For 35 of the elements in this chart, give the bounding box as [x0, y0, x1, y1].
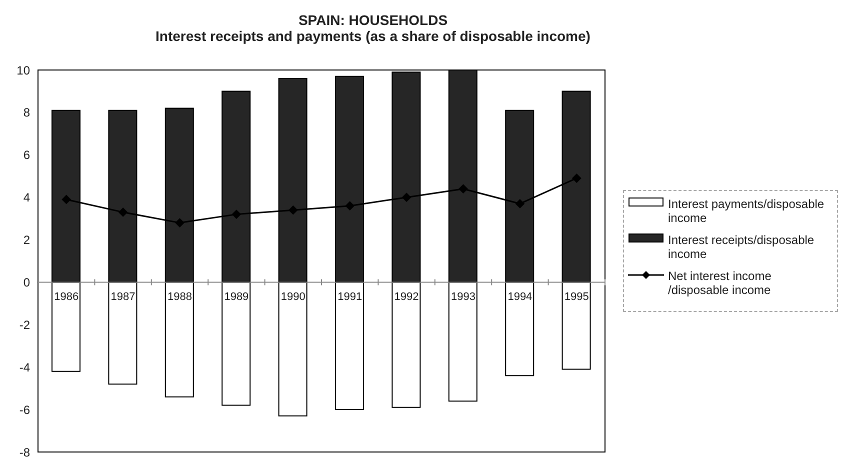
- chart-title: SPAIN: HOUSEHOLDS: [297, 12, 449, 28]
- x-tick-label: 1993: [451, 291, 476, 304]
- x-tick-label: 1990: [280, 291, 306, 304]
- point: [118, 208, 128, 217]
- x-tick-label: 1994: [508, 291, 532, 304]
- point: [345, 201, 354, 210]
- legend-label: Net interest income /disposable income: [668, 269, 772, 297]
- legend-label: Interest payments/disposable income: [668, 197, 826, 225]
- y-tick-label: 0: [23, 275, 30, 290]
- y-tick-label: 8: [23, 106, 30, 120]
- y-tick-label: -4: [19, 360, 30, 374]
- x-tick-label: 1992: [394, 291, 419, 304]
- legend-label: Interest receipts/disposable income: [668, 233, 816, 261]
- point: [402, 192, 412, 202]
- y-tick-label: 6: [23, 148, 30, 162]
- x-tick-label: 1989: [224, 291, 249, 304]
- x-tick-label: 1991: [338, 291, 362, 304]
- point: [62, 194, 71, 204]
- x-tick-label: 1986: [54, 291, 79, 304]
- x-tick-label: 1995: [564, 291, 589, 304]
- point: [572, 174, 582, 183]
- chart-subtitle: Interest receipts and payments (as a share of disposable income): [154, 28, 592, 44]
- point: [232, 210, 241, 219]
- y-tick-label: 4: [23, 190, 30, 205]
- y-tick-label: -8: [19, 445, 30, 460]
- point: [515, 199, 524, 208]
- point: [288, 206, 298, 215]
- y-tick-label: 2: [23, 233, 30, 248]
- y-tick-label: -2: [19, 318, 30, 332]
- x-tick-label: 1988: [168, 291, 192, 304]
- x-tick-label: 1987: [110, 291, 136, 304]
- y-tick-label: 10: [16, 63, 30, 78]
- point: [458, 184, 468, 194]
- point: [175, 218, 184, 228]
- y-tick-label: -6: [19, 402, 30, 417]
